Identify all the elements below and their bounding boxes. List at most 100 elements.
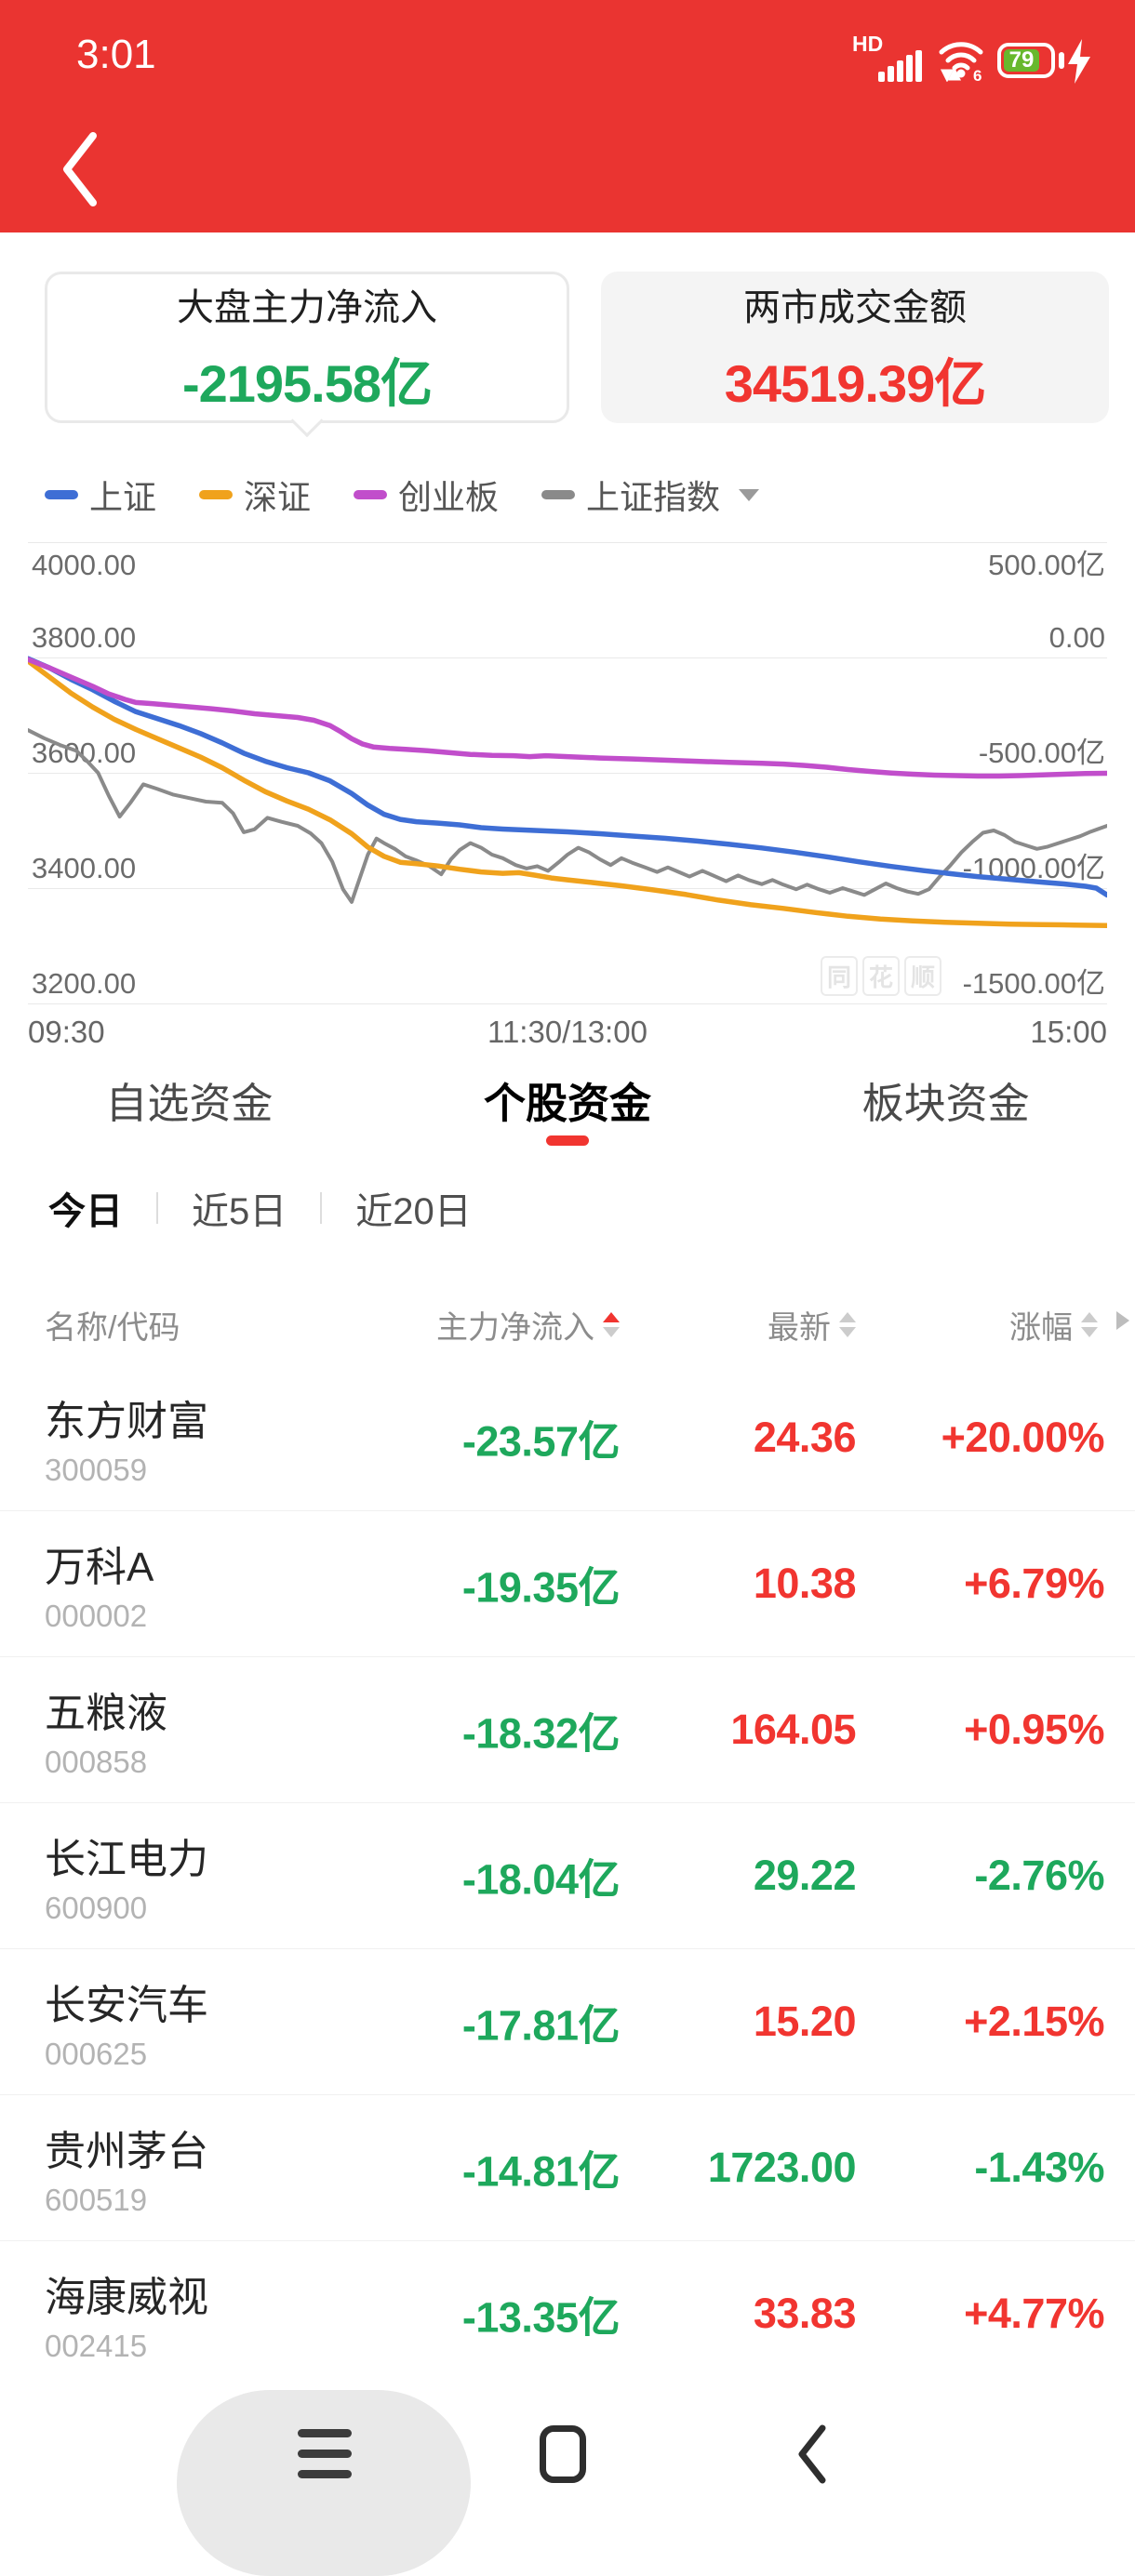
- legend-item-sh[interactable]: 上证: [45, 471, 156, 519]
- legend-label: 上证指数: [586, 478, 721, 516]
- stock-code: 000625: [45, 2037, 148, 2071]
- last-price: 10.38: [753, 1560, 857, 1607]
- legend-swatch: [354, 490, 388, 499]
- watermark: 同花顺: [820, 956, 941, 996]
- stock-code: 002415: [45, 2329, 148, 2363]
- right-axis-tick: 0.00: [1048, 621, 1105, 654]
- chevron-down-icon: [739, 488, 760, 501]
- stock-code: 600519: [45, 2183, 148, 2217]
- period-today[interactable]: 今日: [48, 1191, 123, 1232]
- right-axis-tick: -500.00亿: [978, 737, 1105, 769]
- card-title: 大盘主力净流入: [177, 287, 437, 328]
- card-market-turnover[interactable]: 两市成交金额 34519.39亿: [601, 272, 1109, 423]
- table-row[interactable]: 长安汽车 000625 -17.81亿 15.20 +2.15%: [0, 1949, 1135, 2095]
- table-row[interactable]: 贵州茅台 600519 -14.81亿 1723.00 -1.43%: [0, 2095, 1135, 2241]
- hd-icon: HD: [852, 32, 884, 56]
- gridline: [28, 888, 1107, 889]
- net-inflow-value: -13.35亿: [461, 2293, 621, 2342]
- col-main-net-inflow[interactable]: 主力净流入: [436, 1302, 620, 1348]
- chart-grid: 4000.00 500.00亿 3800.00 0.00 3600.00 -500.00亿…: [28, 536, 1107, 1056]
- last-price: 1723.00: [707, 2144, 857, 2191]
- legend-item-cyb[interactable]: 创业板: [354, 471, 499, 519]
- card-value: 34519.39亿: [724, 354, 987, 413]
- stock-name: 五粮液: [45, 1691, 167, 1736]
- legend-index-dropdown[interactable]: 上证指数: [541, 471, 760, 519]
- change-percent: +20.00%: [941, 1414, 1105, 1461]
- right-axis-tick: -1500.00亿: [962, 967, 1105, 1000]
- nav-back-button[interactable]: [791, 2423, 834, 2485]
- period-5d[interactable]: 近5日: [192, 1191, 287, 1232]
- sort-icon: [1081, 1312, 1098, 1337]
- col-change-percent[interactable]: 涨幅: [1009, 1302, 1098, 1348]
- sort-icon: [603, 1312, 620, 1337]
- col-name-code[interactable]: 名称/代码: [45, 1310, 180, 1346]
- net-inflow-value: -19.35亿: [461, 1563, 621, 1612]
- home-button[interactable]: [540, 2425, 586, 2483]
- tab-sector-funds[interactable]: 板块资金: [861, 1080, 1030, 1127]
- section-tabs: 自选资金 个股资金 板块资金: [0, 1069, 1135, 1148]
- legend-label: 深证: [244, 478, 312, 516]
- period-20d[interactable]: 近20日: [355, 1191, 472, 1232]
- table-row[interactable]: 五粮液 000858 -18.32亿 164.05 +0.95%: [0, 1657, 1135, 1803]
- card-main-net-inflow[interactable]: 大盘主力净流入 -2195.58亿: [45, 272, 569, 438]
- gridline: [28, 657, 1107, 658]
- chart-line-上证指数: [28, 728, 1107, 904]
- tab-watchlist-funds[interactable]: 自选资金: [105, 1080, 274, 1127]
- stock-code: 000002: [45, 1599, 148, 1633]
- table-row[interactable]: 长江电力 600900 -18.04亿 29.22 -2.76%: [0, 1803, 1135, 1949]
- right-axis-tick: 500.00亿: [988, 549, 1105, 581]
- battery-level: 79: [1004, 47, 1039, 73]
- back-button[interactable]: [58, 130, 100, 208]
- net-inflow-value: -17.81亿: [461, 2001, 621, 2050]
- legend-swatch: [199, 490, 234, 499]
- last-price: 164.05: [730, 1706, 856, 1753]
- menu-button[interactable]: [298, 2429, 352, 2478]
- period-tabs: 今日 近5日 近20日: [48, 1181, 472, 1235]
- battery-cap: [1059, 52, 1064, 69]
- legend-swatch: [45, 490, 78, 499]
- table-body: 东方财富 300059 -23.57亿 24.36 +20.00% 万科A 00…: [0, 1365, 1135, 2387]
- table-row[interactable]: 万科A 000002 -19.35亿 10.38 +6.79%: [0, 1511, 1135, 1657]
- net-inflow-value: -18.04亿: [461, 1855, 621, 1904]
- change-percent: -2.76%: [974, 1852, 1104, 1899]
- time-tick: 11:30/13:00: [487, 1015, 648, 1049]
- gridline: [28, 773, 1107, 774]
- battery-icon: 79: [997, 43, 1055, 78]
- table-row[interactable]: 海康威视 002415 -13.35亿 33.83 +4.77%: [0, 2241, 1135, 2387]
- last-price: 24.36: [753, 1414, 857, 1461]
- left-axis-tick: 3200.00: [32, 967, 137, 1000]
- time-tick: 09:30: [28, 1015, 105, 1049]
- time-tick: 15:00: [1030, 1015, 1107, 1049]
- left-axis-tick: 3400.00: [32, 852, 137, 884]
- stock-name: 贵州茅台: [45, 2129, 208, 2174]
- tab-stock-funds[interactable]: 个股资金: [379, 1069, 757, 1148]
- change-percent: +2.15%: [964, 1998, 1104, 2045]
- legend-swatch: [541, 490, 576, 499]
- col-last-price[interactable]: 最新: [768, 1302, 856, 1348]
- charging-bolt-icon: [1068, 39, 1090, 84]
- stock-code: 600900: [45, 1891, 148, 1925]
- net-inflow-value: -23.57亿: [461, 1417, 621, 1466]
- divider: [156, 1192, 158, 1224]
- stock-name: 万科A: [45, 1545, 154, 1590]
- chart-legend: 上证 深证 创业板 上证指数: [45, 471, 760, 519]
- chart-line-创业板: [28, 657, 1107, 779]
- time-axis: 09:30 11:30/13:00 15:00: [28, 1015, 1107, 1050]
- table-row[interactable]: 东方财富 300059 -23.57亿 24.36 +20.00%: [0, 1365, 1135, 1511]
- stock-name: 长江电力: [45, 1837, 208, 1882]
- legend-item-sz[interactable]: 深证: [199, 471, 311, 519]
- flow-chart: 4000.00 500.00亿 3800.00 0.00 3600.00 -500.00亿…: [28, 536, 1107, 1056]
- active-tab-underline: [546, 1135, 589, 1146]
- gridline: [28, 1003, 1107, 1004]
- more-columns-icon[interactable]: [1116, 1311, 1129, 1330]
- last-price: 29.22: [753, 1852, 857, 1899]
- status-time: 3:01: [76, 32, 156, 77]
- gridline: [28, 542, 1107, 543]
- net-inflow-value: -14.81亿: [461, 2147, 621, 2196]
- stock-code: 300059: [45, 1453, 148, 1487]
- flow-chart-svg: [28, 656, 1107, 928]
- legend-label: 上证: [89, 478, 157, 516]
- left-axis-tick: 3800.00: [32, 621, 137, 654]
- last-price: 33.83: [753, 2290, 857, 2337]
